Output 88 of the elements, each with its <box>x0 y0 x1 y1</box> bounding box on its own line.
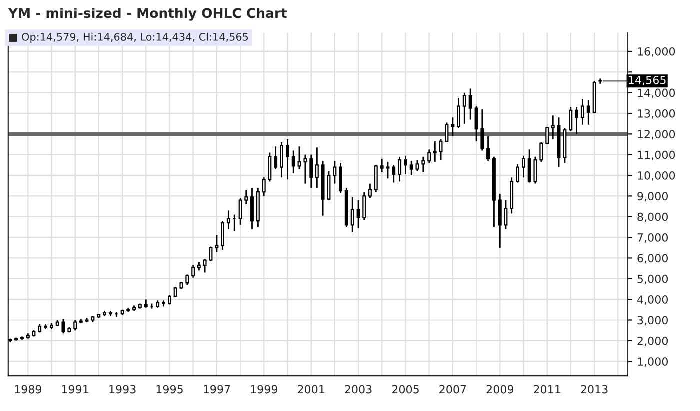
candlestick <box>286 138 290 180</box>
candlestick <box>540 142 544 163</box>
candlestick <box>310 154 314 189</box>
candlestick <box>339 162 342 194</box>
x-tick-label: 1991 <box>62 385 88 394</box>
y-tick-label: 2,000 <box>638 336 668 346</box>
candlestick <box>569 106 573 132</box>
candlestick <box>428 148 432 164</box>
y-tick-label: 4,000 <box>637 296 668 306</box>
x-tick-label: 1993 <box>110 385 136 394</box>
candlestick <box>274 146 278 170</box>
candlestick <box>362 191 366 221</box>
y-tick-label: 1,000 <box>638 358 668 368</box>
candlestick <box>534 156 538 184</box>
candlestick <box>398 156 402 182</box>
x-tick-label: 2003 <box>345 385 372 394</box>
x-tick-label: 1995 <box>156 385 183 394</box>
candlestick <box>244 189 248 206</box>
candlestick <box>250 187 254 230</box>
candlestick <box>575 106 579 135</box>
candlestick <box>480 108 484 152</box>
x-tick-label: 1999 <box>251 385 278 394</box>
annotation: ■ Op:14,579, Hi:14,684, Lo:14,434, Cl:14,565 <box>9 32 248 43</box>
candlestick <box>380 158 384 174</box>
x-tick-label: 1989 <box>15 385 42 394</box>
y-tick-label: 12,000 <box>638 130 676 140</box>
y-tick-label: 11,000 <box>638 150 676 160</box>
candlestick <box>528 148 532 184</box>
candlestick <box>451 116 455 137</box>
candlestick <box>333 160 337 184</box>
candlestick <box>422 156 426 174</box>
candlestick <box>551 114 555 140</box>
y-tick-label: 16,000 <box>638 47 676 57</box>
candlestick <box>280 142 284 178</box>
x-tick-label: 2007 <box>440 385 466 394</box>
candlestick <box>174 286 178 298</box>
annotation: 14,565 <box>629 76 666 86</box>
candlestick <box>416 159 420 172</box>
candlestick <box>74 320 78 332</box>
candlestick <box>203 258 207 274</box>
candlestick <box>62 318 66 334</box>
x-tick-label: 2013 <box>581 385 608 394</box>
candlestick <box>368 183 372 199</box>
candlestick <box>298 146 302 170</box>
y-tick-label: 5,000 <box>638 274 668 284</box>
candlestick <box>410 160 414 176</box>
candlestick <box>350 196 354 234</box>
y-tick-label: 10,000 <box>638 172 676 182</box>
candlestick <box>404 155 408 176</box>
y-tick-label: 14,000 <box>638 88 676 98</box>
candlestick <box>238 198 242 226</box>
candlestick <box>215 234 219 253</box>
candlestick <box>304 154 308 184</box>
candlestick <box>392 164 396 184</box>
candlestick <box>209 246 213 262</box>
x-tick-label: 2001 <box>298 385 324 394</box>
x-tick-label: 2005 <box>392 385 419 394</box>
candlestick <box>486 136 490 162</box>
y-tick-label: 6,000 <box>638 254 668 264</box>
y-tick-label: 7,000 <box>638 234 668 244</box>
candlestick <box>468 88 472 120</box>
chart-title: YM - mini-sized - Monthly OHLC Chart <box>8 8 287 21</box>
candlestick <box>315 146 319 189</box>
candlestick <box>262 176 266 197</box>
candlestick <box>516 163 520 184</box>
x-tick-label: 1997 <box>204 385 230 394</box>
x-tick-label: 2009 <box>486 385 514 394</box>
y-tick-label: 3,000 <box>638 316 668 326</box>
x-tick-label: 2011 <box>534 385 560 394</box>
candlestick <box>192 264 196 279</box>
candlestick <box>356 200 360 229</box>
candlestick <box>226 210 230 230</box>
candlestick <box>386 161 390 180</box>
candlestick <box>221 220 224 251</box>
candlestick <box>439 138 443 161</box>
candlestick <box>457 97 460 129</box>
candlestick <box>374 164 378 193</box>
candlestick <box>522 155 526 178</box>
candlestick <box>268 152 272 182</box>
candlestick <box>580 98 584 126</box>
candlestick <box>433 140 437 163</box>
candlestick <box>586 99 590 126</box>
candlestick <box>292 150 296 174</box>
y-tick-label: 13,000 <box>638 109 676 120</box>
candlestick <box>462 92 466 125</box>
y-tick-label: 8,000 <box>638 212 668 222</box>
candlestick <box>546 126 550 146</box>
y-tick-label: 9,000 <box>638 192 668 202</box>
